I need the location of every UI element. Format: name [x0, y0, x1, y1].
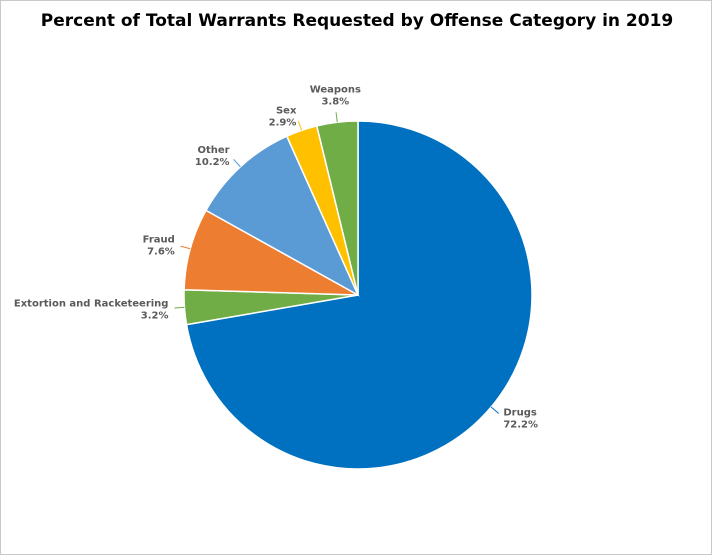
- leader-line-weapons: [335, 112, 338, 123]
- leader-line-other: [233, 159, 241, 168]
- data-label-value-sex: 2.9%: [269, 117, 297, 128]
- leader-line-fraud: [180, 245, 191, 250]
- leader-line-sex: [297, 120, 303, 131]
- leader-line-drugs: [490, 406, 500, 414]
- data-label-name-drugs: Drugs: [503, 407, 537, 418]
- pie-slice-drugs: [185, 120, 533, 470]
- data-label-value-drugs: 72.2%: [503, 419, 538, 430]
- data-label-value-fraud: 7.6%: [147, 247, 175, 258]
- data-label-name-other: Other: [197, 145, 229, 156]
- data-label-name-extortion-and-racketeering: Extortion and Racketeering: [14, 298, 169, 309]
- data-label-name-fraud: Fraud: [143, 235, 175, 246]
- leader-line-extortion-and-racketeering: [174, 306, 185, 309]
- pie-slice-other: [204, 135, 360, 297]
- pie-slice-weapons: [315, 120, 359, 296]
- chart-title: Percent of Total Warrants Requested by O…: [40, 11, 674, 31]
- data-label-value-extortion-and-racketeering: 3.2%: [141, 310, 169, 321]
- data-label-name-sex: Sex: [276, 105, 297, 116]
- data-label-name-weapons: Weapons: [310, 84, 361, 95]
- data-label-value-other: 10.2%: [195, 157, 230, 168]
- data-label-value-weapons: 3.8%: [321, 96, 349, 107]
